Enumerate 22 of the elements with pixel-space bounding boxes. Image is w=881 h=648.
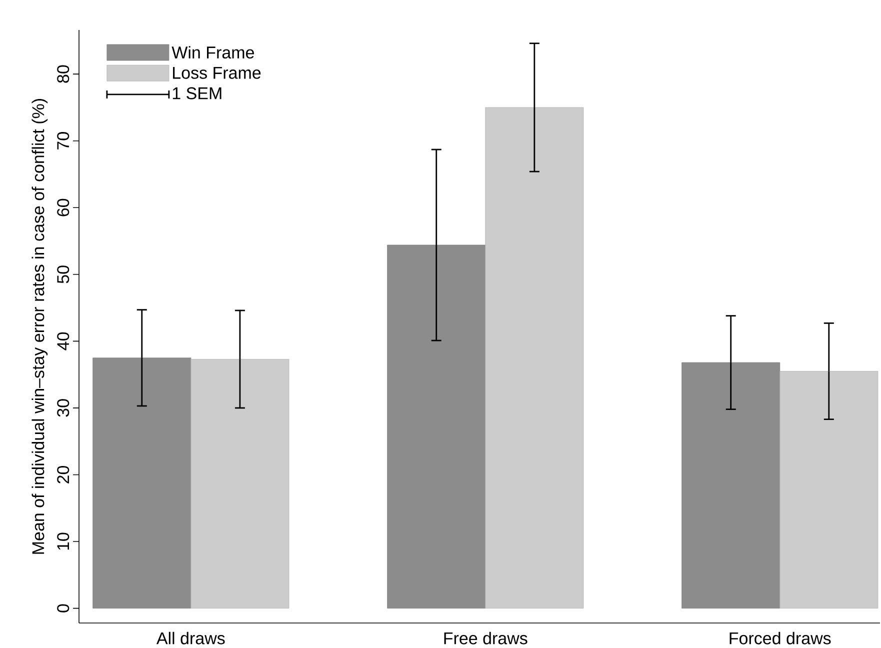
y-tick-label: 10 bbox=[57, 532, 70, 550]
y-axis-title: Mean of individual win–stay error rates in case of conflict (%) bbox=[32, 98, 48, 554]
y-tick-label: 80 bbox=[57, 65, 70, 83]
annotation: 1 SEM bbox=[172, 87, 222, 100]
bar bbox=[682, 362, 780, 608]
y-tick-label: 0 bbox=[57, 604, 70, 612]
x-tick-label: Free draws bbox=[444, 632, 528, 644]
y-tick-label: 40 bbox=[57, 332, 70, 350]
legend-label: Win Frame bbox=[172, 46, 254, 59]
y-tick-label: 70 bbox=[57, 132, 70, 150]
bar bbox=[92, 358, 192, 608]
y-tick-label: 60 bbox=[57, 198, 70, 216]
legend-label: Loss Frame bbox=[173, 67, 261, 79]
y-tick-label: 20 bbox=[57, 466, 70, 484]
bar bbox=[485, 107, 584, 608]
bar bbox=[780, 371, 878, 608]
y-tick-label: 30 bbox=[57, 399, 70, 417]
x-tick-label: All draws bbox=[156, 632, 225, 644]
y-tick-label: 50 bbox=[57, 266, 70, 284]
x-tick-label: Forced draws bbox=[730, 632, 831, 644]
bar bbox=[190, 359, 290, 608]
bar bbox=[387, 244, 486, 608]
